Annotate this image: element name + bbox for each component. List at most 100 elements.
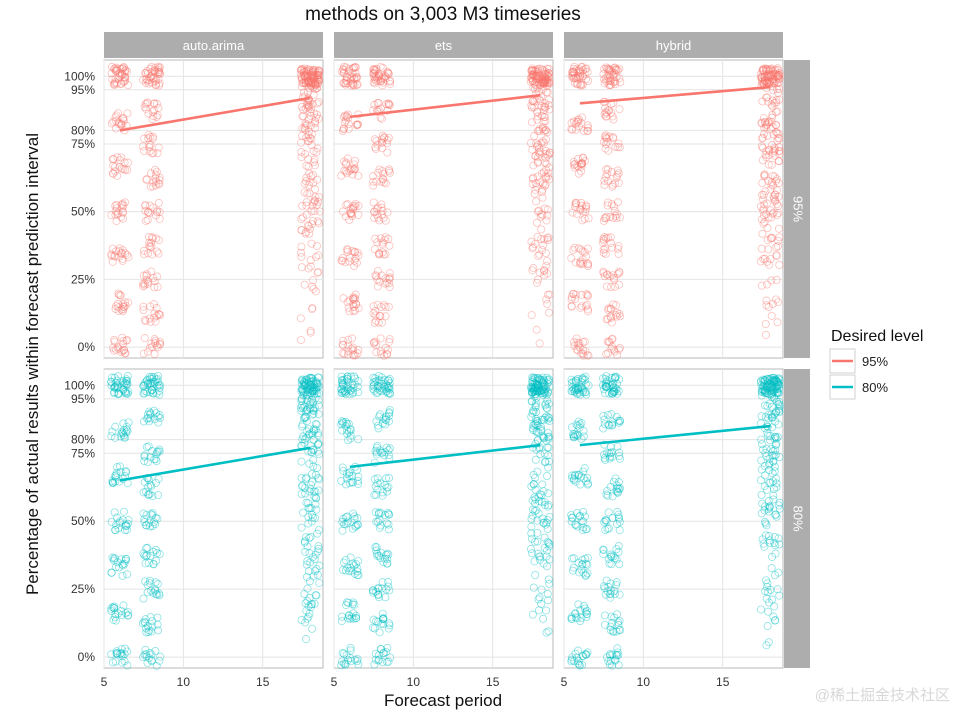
data-point: [115, 477, 124, 486]
data-point: [155, 413, 164, 422]
data-point: [146, 409, 155, 418]
data-point: [143, 658, 152, 667]
data-point: [118, 69, 127, 78]
data-point: [370, 386, 379, 395]
data-point: [298, 481, 307, 490]
data-point: [313, 71, 322, 80]
data-point: [345, 167, 354, 176]
data-point: [540, 158, 549, 167]
data-point: [600, 75, 609, 84]
data-point: [608, 514, 617, 523]
data-point: [139, 488, 148, 497]
data-point: [767, 413, 776, 422]
data-point: [764, 414, 773, 423]
data-point: [340, 386, 349, 395]
trend-line-auto.arima-95%: [119, 96, 311, 132]
data-point: [112, 117, 121, 126]
data-point: [535, 125, 544, 134]
data-point: [542, 390, 551, 399]
data-point: [600, 584, 609, 593]
data-point: [305, 66, 314, 75]
data-point: [116, 649, 125, 658]
data-point: [545, 105, 554, 114]
data-point: [616, 417, 625, 426]
data-point: [302, 100, 311, 109]
data-point: [109, 117, 118, 126]
data-point: [373, 551, 382, 560]
data-point: [383, 350, 392, 359]
data-point: [529, 66, 538, 75]
row-strip-label-80%: 80%: [791, 505, 806, 531]
data-point: [149, 203, 158, 212]
data-point: [343, 247, 352, 256]
data-point: [350, 380, 359, 389]
data-point: [765, 260, 774, 269]
data-point: [535, 387, 544, 396]
data-point: [114, 383, 123, 392]
data-point: [144, 208, 153, 217]
data-point: [151, 81, 160, 90]
data-point: [772, 128, 781, 137]
data-point: [147, 650, 156, 659]
data-point: [531, 387, 540, 396]
data-point: [110, 163, 119, 172]
data-point: [311, 493, 320, 502]
data-point: [312, 110, 321, 119]
data-point: [312, 84, 321, 93]
data-point: [377, 114, 386, 123]
data-point: [148, 343, 157, 352]
data-point: [581, 525, 590, 534]
data-point: [379, 619, 388, 628]
data-point: [612, 412, 621, 421]
data-point: [759, 66, 768, 75]
data-point: [309, 83, 318, 92]
data-point: [766, 255, 775, 264]
data-point: [615, 616, 624, 625]
data-point: [381, 279, 390, 288]
data-point: [315, 76, 324, 85]
data-point: [301, 387, 310, 396]
data-point: [544, 290, 553, 299]
data-point: [385, 279, 394, 288]
data-point: [761, 385, 770, 394]
data-point: [341, 417, 350, 426]
data-point: [298, 377, 307, 386]
data-point: [341, 389, 350, 398]
data-point: [342, 158, 351, 167]
data-point: [541, 385, 550, 394]
data-point: [614, 651, 623, 660]
legend-label: 80%: [862, 380, 888, 395]
data-point: [112, 217, 121, 226]
data-point: [574, 600, 583, 609]
data-point: [124, 387, 133, 396]
data-point: [567, 614, 576, 623]
data-point: [608, 389, 617, 398]
data-point: [527, 101, 536, 110]
data-point: [384, 483, 393, 492]
data-point: [124, 158, 133, 167]
data-point: [309, 147, 318, 156]
data-point: [114, 252, 123, 261]
data-point: [766, 206, 775, 215]
data-point: [535, 593, 544, 602]
data-point: [540, 73, 549, 82]
data-point: [139, 302, 148, 311]
data-point: [338, 463, 347, 472]
data-point: [612, 650, 621, 659]
data-point: [383, 68, 392, 77]
data-point: [757, 440, 766, 449]
data-point: [303, 390, 312, 399]
data-point: [379, 614, 388, 623]
data-point: [765, 598, 774, 607]
data-point: [115, 247, 124, 256]
data-point: [583, 553, 592, 562]
data-point: [306, 400, 315, 409]
data-point: [313, 547, 322, 556]
data-point: [383, 208, 392, 217]
data-point: [107, 377, 116, 386]
data-point: [123, 608, 132, 617]
data-point: [341, 79, 350, 88]
data-point: [768, 110, 777, 119]
data-point: [580, 388, 589, 397]
data-point: [766, 384, 775, 393]
